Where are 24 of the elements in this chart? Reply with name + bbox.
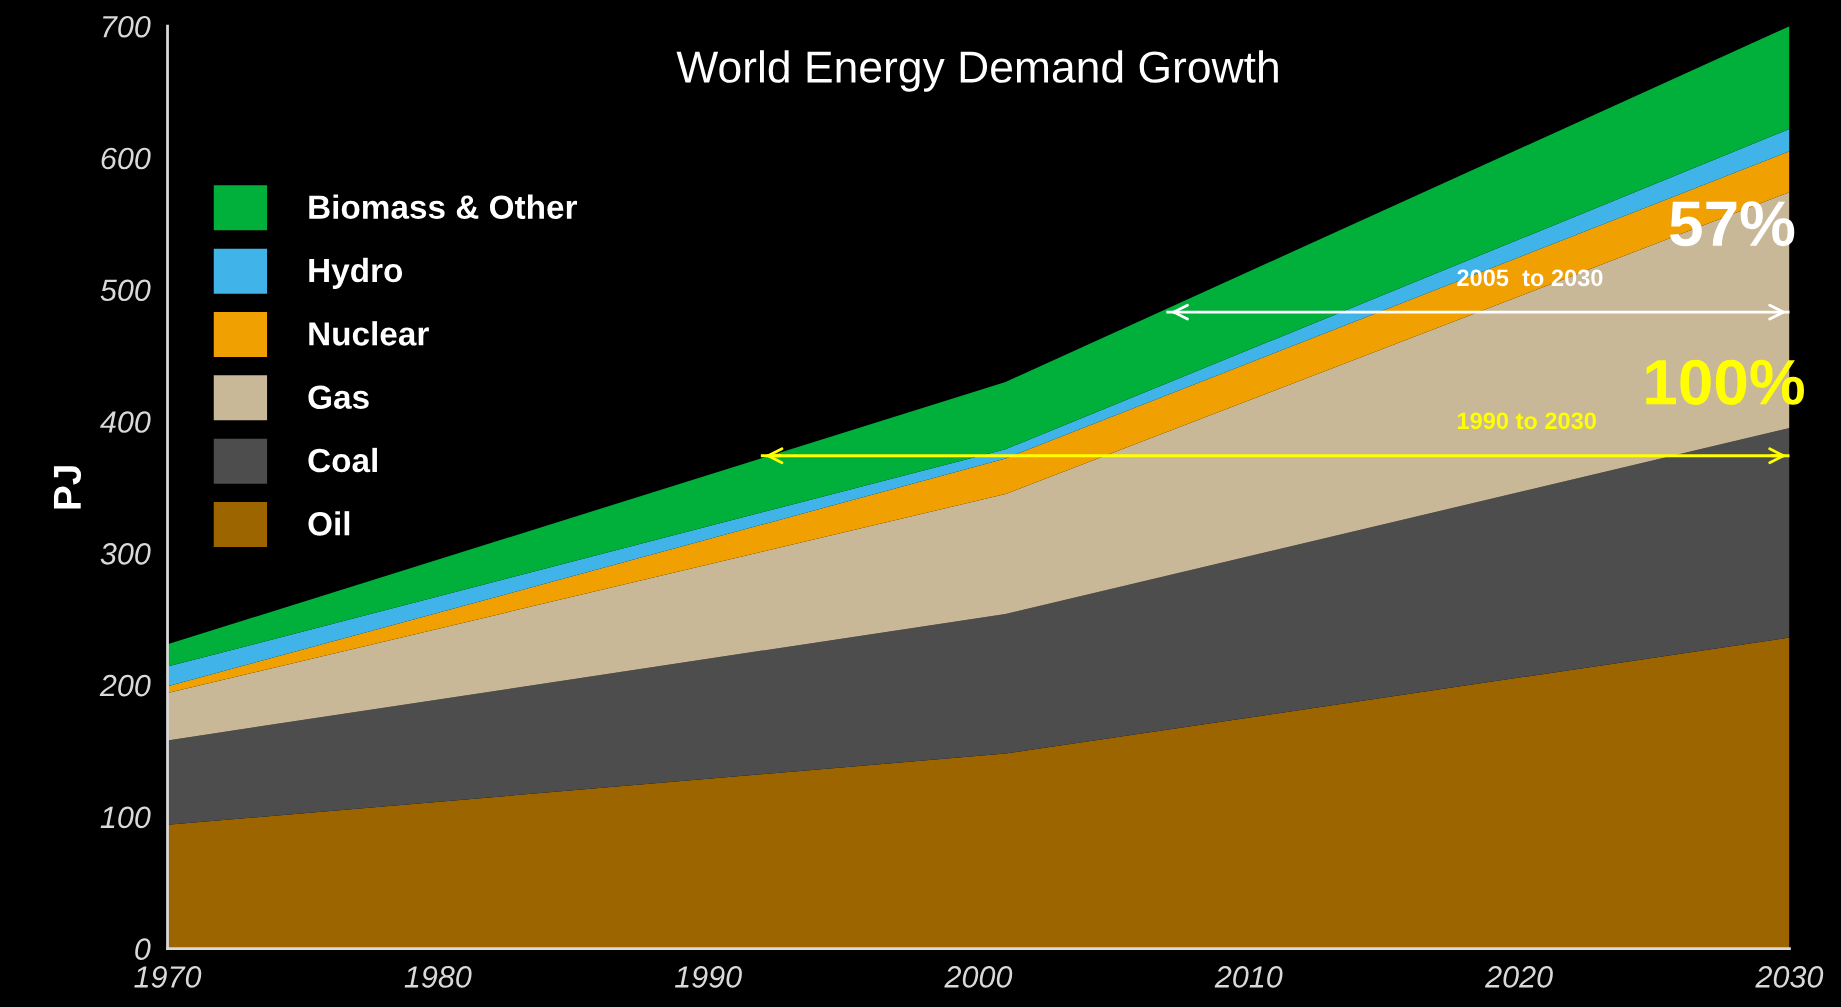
y-tick-label: 0 <box>135 938 151 960</box>
x-tick-label: 2000 <box>944 966 1013 988</box>
legend-label: Coal <box>308 447 377 473</box>
x-tick-label: 2010 <box>1214 966 1283 988</box>
y-tick-label: 300 <box>100 543 151 565</box>
y-tick-label: 100 <box>100 806 151 829</box>
y-axis-title: PJ <box>53 466 82 509</box>
x-tick-label: 1990 <box>674 966 742 988</box>
annotation: 1990 to 2030 <box>1457 412 1596 430</box>
text: World Energy Demand Growth <box>676 50 1278 92</box>
y-tick-label: 700 <box>103 15 151 38</box>
legend-label: Nuclear <box>309 321 429 346</box>
x-tick-label: 1970 <box>134 966 202 988</box>
legend-label: Biomass & Other <box>309 194 578 219</box>
y-tick-label: 400 <box>100 411 151 433</box>
legend-label: Oil <box>308 511 350 536</box>
x-tick-label: 1980 <box>404 966 472 988</box>
y-tick-label: 200 <box>99 674 151 697</box>
x-tick-label: 2020 <box>1484 966 1553 988</box>
y-tick-label: 500 <box>100 279 151 302</box>
y-tick-label: 600 <box>101 147 151 170</box>
x-tick-label: 2030 <box>1755 966 1824 988</box>
legend-label: Hydro <box>309 257 403 289</box>
legend-label: Gas <box>308 385 369 409</box>
